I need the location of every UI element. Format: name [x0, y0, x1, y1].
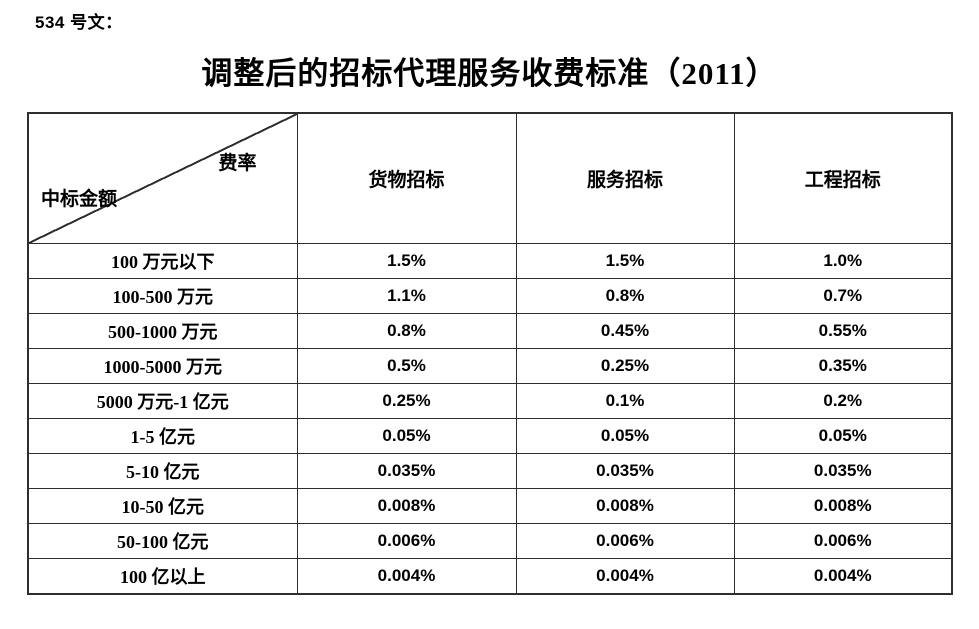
column-header-engineering-bidding: 工程招标 [733, 112, 953, 244]
table-row: 100 万元以下 1.5% 1.5% 1.0% [27, 243, 953, 279]
row-label-cell: 5000 万元-1 亿元 [27, 383, 298, 419]
rate-cell: 1.5% [515, 243, 735, 279]
rate-cell: 0.05% [733, 418, 953, 454]
table-row: 5000 万元-1 亿元 0.25% 0.1% 0.2% [27, 383, 953, 419]
rate-cell: 1.0% [733, 243, 953, 279]
rate-cell: 0.45% [515, 313, 735, 349]
rate-cell: 0.004% [515, 558, 735, 595]
row-label-cell: 100 万元以下 [27, 243, 298, 279]
row-label-cell: 100 亿以上 [27, 558, 298, 595]
rate-cell: 0.8% [515, 278, 735, 314]
row-label-cell: 5-10 亿元 [27, 453, 298, 489]
rate-cell: 0.008% [733, 488, 953, 524]
rate-cell: 0.006% [296, 523, 517, 559]
rate-cell: 0.55% [733, 313, 953, 349]
row-label-cell: 50-100 亿元 [27, 523, 298, 559]
header-row: 费率 中标金额 货物招标 服务招标 工程招标 [27, 112, 953, 244]
rate-cell: 0.035% [733, 453, 953, 489]
column-header-service-bidding: 服务招标 [515, 112, 735, 244]
rate-cell: 0.006% [733, 523, 953, 559]
table-row: 500-1000 万元 0.8% 0.45% 0.55% [27, 313, 953, 349]
rate-cell: 0.035% [296, 453, 517, 489]
rate-cell: 0.008% [296, 488, 517, 524]
row-label-cell: 500-1000 万元 [27, 313, 298, 349]
row-label-cell: 1-5 亿元 [27, 418, 298, 454]
corner-diagonal-cell: 费率 中标金额 [27, 112, 298, 244]
rate-cell: 0.8% [296, 313, 517, 349]
row-label-cell: 10-50 亿元 [27, 488, 298, 524]
row-label-cell: 1000-5000 万元 [27, 348, 298, 384]
rate-cell: 0.05% [515, 418, 735, 454]
table-row: 10-50 亿元 0.008% 0.008% 0.008% [27, 488, 953, 524]
rate-cell: 0.2% [733, 383, 953, 419]
rate-cell: 0.25% [296, 383, 517, 419]
rate-cell: 0.35% [733, 348, 953, 384]
table-row: 1000-5000 万元 0.5% 0.25% 0.35% [27, 348, 953, 384]
rate-cell: 0.004% [296, 558, 517, 595]
column-header-goods-bidding: 货物招标 [296, 112, 517, 244]
row-label-cell: 100-500 万元 [27, 278, 298, 314]
corner-label-rate: 费率 [218, 153, 257, 174]
rate-cell: 0.5% [296, 348, 517, 384]
rate-cell: 0.008% [515, 488, 735, 524]
rate-cell: 1.5% [296, 243, 517, 279]
rate-cell: 0.006% [515, 523, 735, 559]
table-row: 100 亿以上 0.004% 0.004% 0.004% [27, 558, 953, 595]
corner-label-bid-amount: 中标金额 [41, 189, 118, 210]
fee-rate-table: 费率 中标金额 货物招标 服务招标 工程招标 100 万元以下 1.5% 1.5… [27, 112, 953, 595]
rate-cell: 0.05% [296, 418, 517, 454]
table-row: 50-100 亿元 0.006% 0.006% 0.006% [27, 523, 953, 559]
table-row: 100-500 万元 1.1% 0.8% 0.7% [27, 278, 953, 314]
rate-cell: 0.004% [733, 558, 953, 595]
rate-cell: 0.1% [515, 383, 735, 419]
table-row: 5-10 亿元 0.035% 0.035% 0.035% [27, 453, 953, 489]
rate-cell: 0.035% [515, 453, 735, 489]
page-title: 调整后的招标代理服务收费标准（2011） [201, 56, 778, 91]
rate-cell: 0.7% [733, 278, 953, 314]
table-row: 1-5 亿元 0.05% 0.05% 0.05% [27, 418, 953, 454]
rate-cell: 1.1% [296, 278, 517, 314]
doc-number-label: 534 号文： [35, 13, 123, 32]
rate-cell: 0.25% [515, 348, 735, 384]
